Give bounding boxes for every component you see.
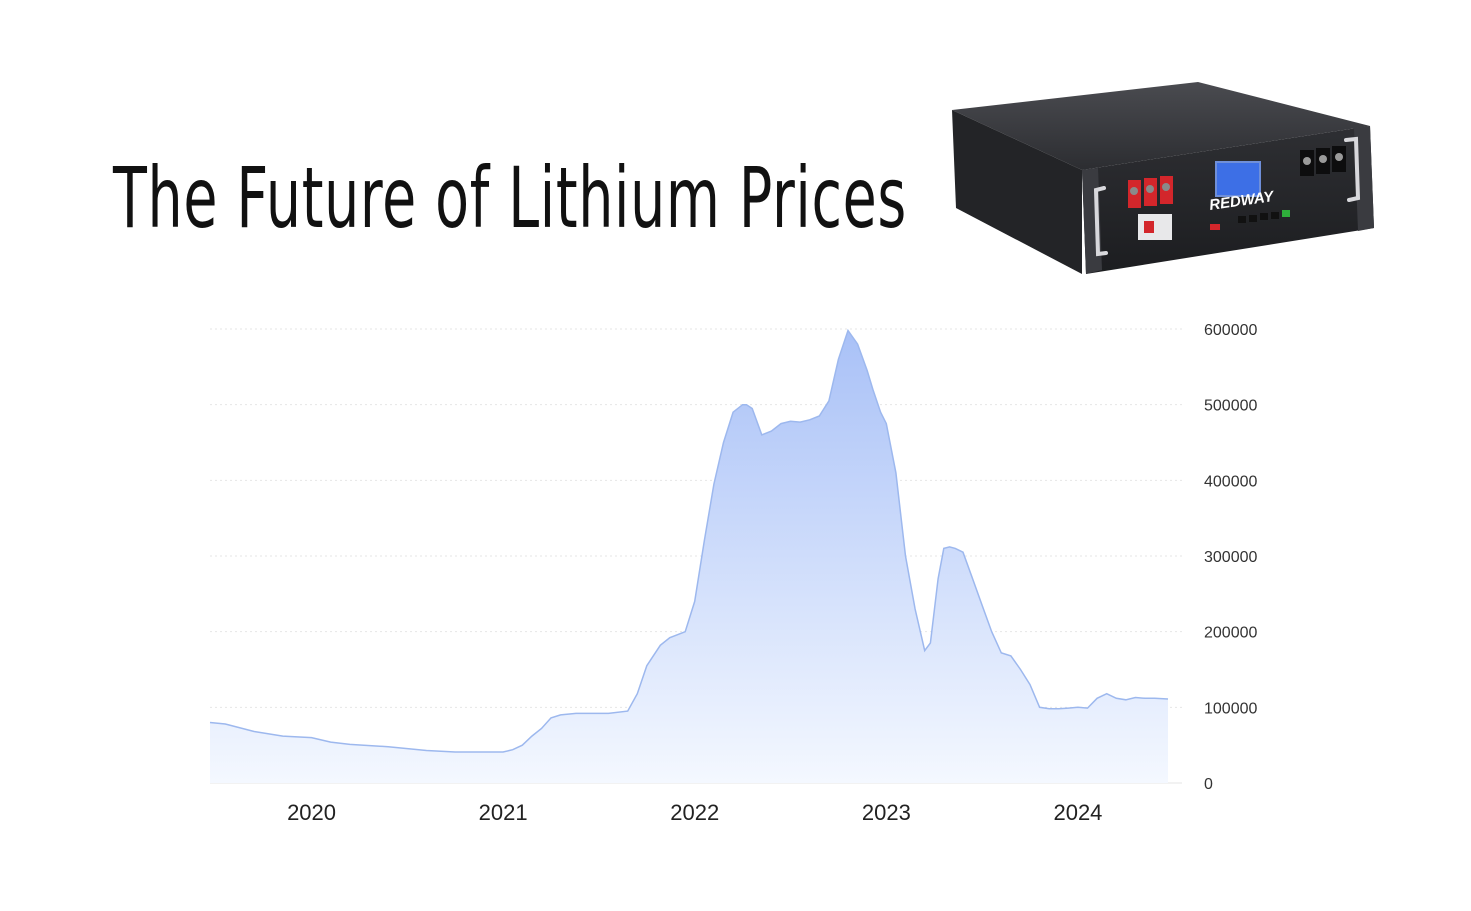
price-line (209, 328, 1169, 753)
y-axis-ticks: 0 100000 200000 300000 400000 500000 600000 (1204, 322, 1257, 793)
y-tick-label: 600000 (1204, 322, 1257, 339)
x-tick-label: 2021 (479, 800, 528, 825)
right-rack-ear (1354, 126, 1374, 231)
x-tick-label: 2024 (1053, 800, 1102, 825)
circuit-breaker (1138, 214, 1172, 240)
page-title: The Future of Lithium Prices (113, 149, 907, 247)
price-area (210, 330, 1168, 783)
x-tick-label: 2023 (862, 800, 911, 825)
server-rack-battery-icon: REDWAY (952, 82, 1374, 274)
right-handle (1344, 136, 1361, 202)
battery-side-face (952, 110, 1082, 274)
y-tick-label: 500000 (1204, 398, 1257, 415)
x-axis-ticks: 2020 2021 2022 2023 2024 (287, 800, 1102, 825)
y-tick-label: 400000 (1204, 473, 1257, 490)
y-tick-label: 100000 (1204, 700, 1257, 717)
lcd-display (1215, 161, 1261, 197)
x-tick-label: 2022 (670, 800, 719, 825)
y-tick-label: 300000 (1204, 549, 1257, 566)
left-handle (1093, 186, 1108, 257)
y-tick-label: 200000 (1204, 625, 1257, 642)
battery-top-face (952, 82, 1370, 170)
y-tick-label: 0 (1204, 776, 1213, 793)
x-tick-label: 2020 (287, 800, 336, 825)
